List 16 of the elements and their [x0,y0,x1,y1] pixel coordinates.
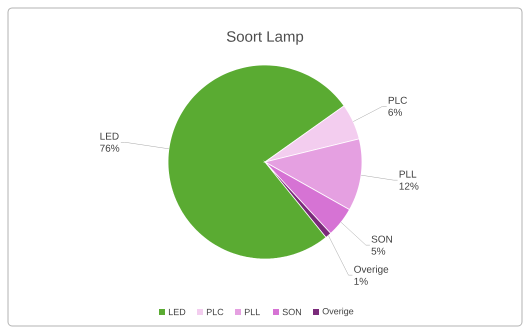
data-label: 12% [400,182,418,190]
slice-label: LED [100,132,119,140]
slice-label: SON [372,236,392,243]
chart-title: Soort Lamp [226,31,304,45]
slice-label: PLL [400,170,416,178]
data-label: 1% [354,278,368,285]
legend-label: Overige [322,308,354,316]
data-label: 6% [388,108,402,116]
legend-label: SON [282,308,301,316]
slice-label: PLC [388,96,407,104]
data-label: 5% [372,248,386,255]
legend-label: PLL [244,308,260,316]
data-label: 76% [100,144,120,152]
legend-label: PLC [206,308,224,316]
slice-label: Overige [354,265,388,275]
legend-label: LED [168,308,186,316]
